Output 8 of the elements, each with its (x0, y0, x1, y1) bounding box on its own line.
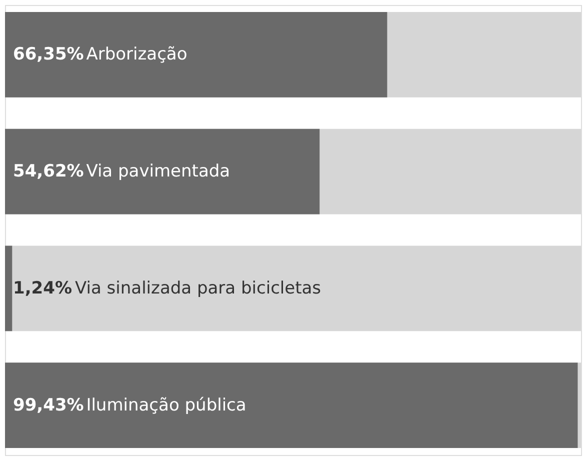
data-label: 99,43% (13, 395, 84, 416)
y-tick-label: Via sinalizada para bicicletas (75, 278, 322, 298)
y-tick-label: Arborização (86, 44, 188, 65)
y-tick-label: Via pavimentada (86, 162, 230, 182)
data-label: 1,24% (13, 278, 72, 298)
data-label: 66,35% (13, 44, 84, 65)
data-label: 54,62% (13, 162, 84, 182)
y-tick-label: Iluminação pública (86, 395, 246, 416)
